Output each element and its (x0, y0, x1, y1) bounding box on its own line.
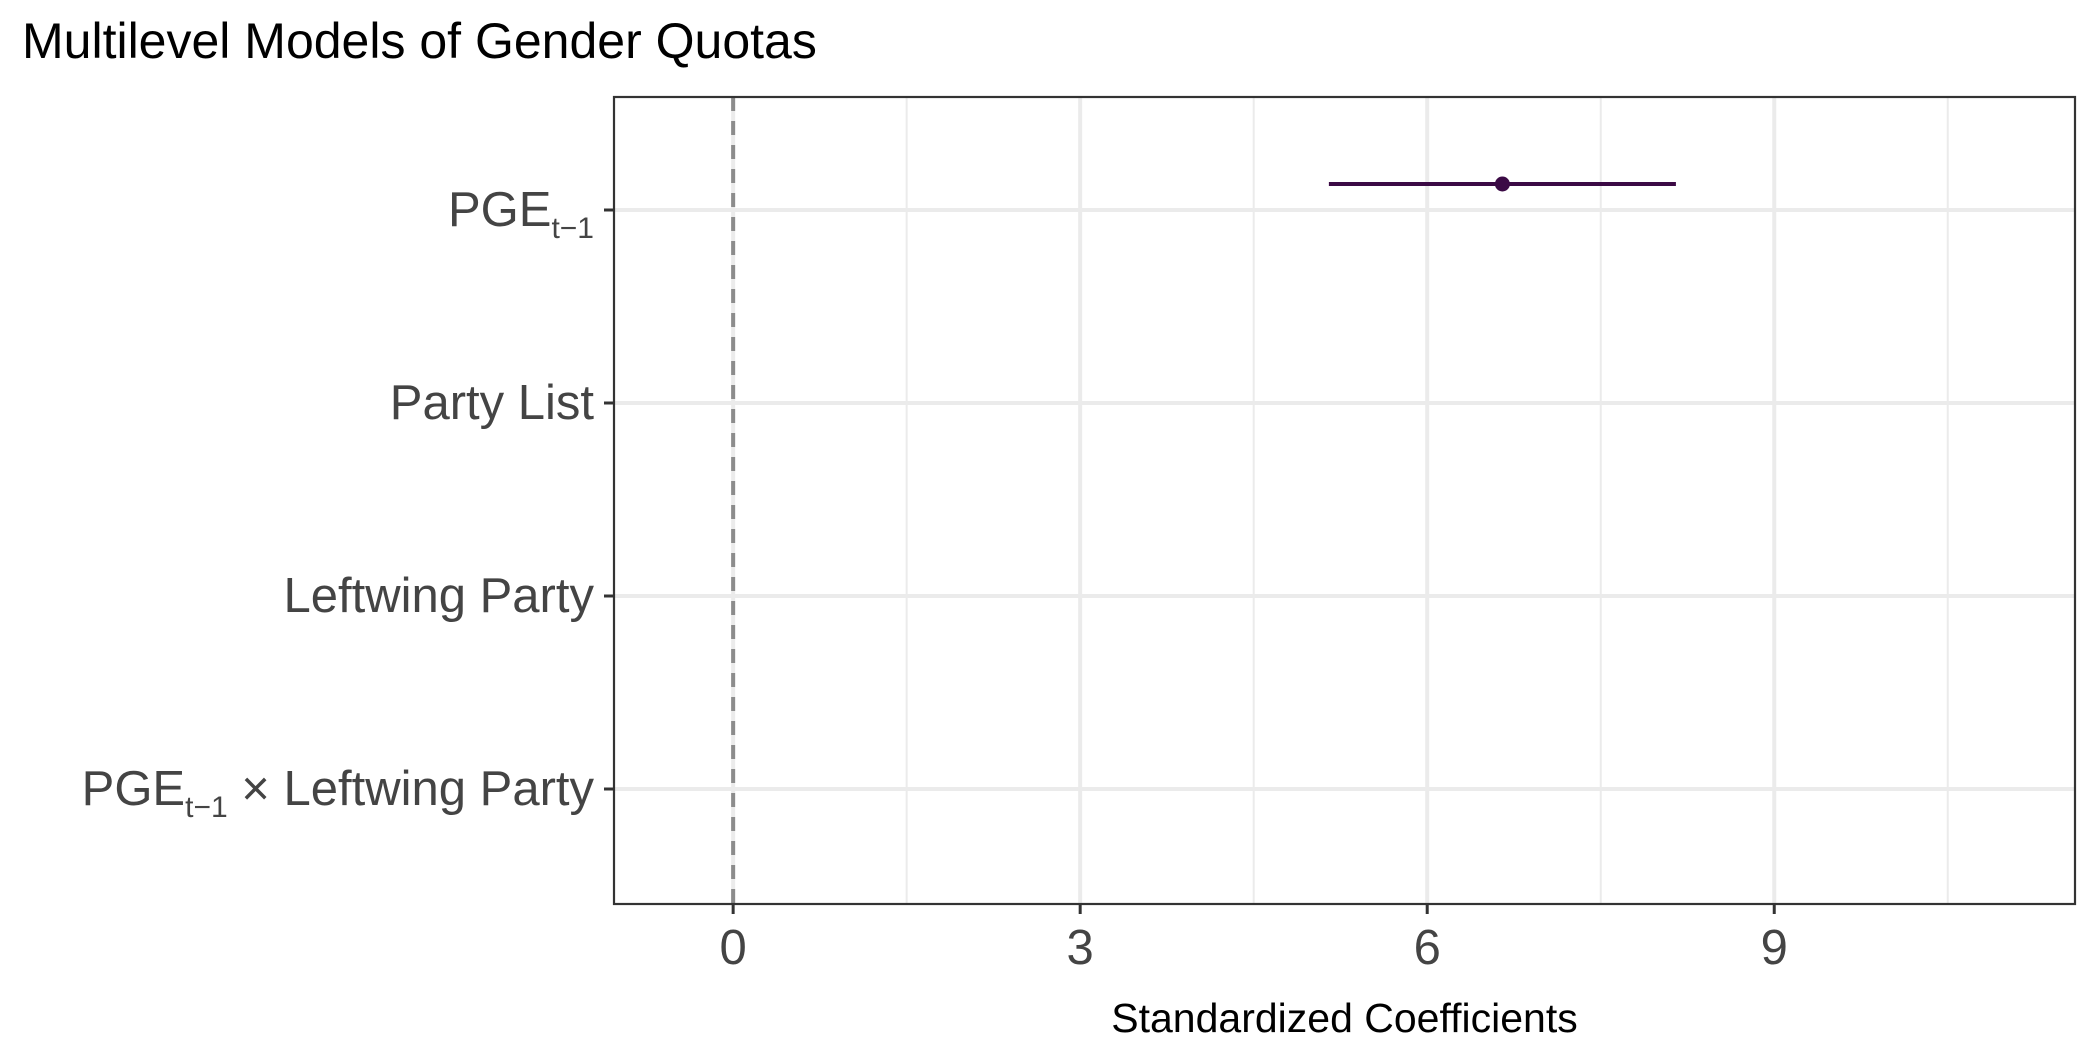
x-tick-label: 0 (720, 921, 747, 975)
x-tick-label: 6 (1414, 921, 1441, 975)
y-tick-label: Party List (390, 376, 595, 430)
major-gridlines (614, 97, 2075, 904)
panel-border (612, 95, 2077, 906)
chart-title: Multilevel Models of Gender Quotas (22, 13, 817, 69)
x-axis: 0 3 6 9 (720, 904, 1788, 975)
point-estimate (1494, 176, 1510, 192)
x-tick-label: 9 (1761, 921, 1788, 975)
y-tick-label: Leftwing Party (284, 569, 595, 623)
minor-gridlines (905, 97, 1949, 904)
y-tick-label: PGEt−1 × Leftwing Party (82, 762, 595, 824)
x-tick-label: 3 (1067, 921, 1094, 975)
y-tick-label: PGEt−1 (448, 183, 594, 245)
y-axis: PGEt−1 Party List Leftwing Party PGEt−1 × L… (82, 183, 614, 824)
x-axis-title: Standardized Coefficients (1111, 995, 1577, 1041)
estimate-marks (1328, 176, 1676, 192)
